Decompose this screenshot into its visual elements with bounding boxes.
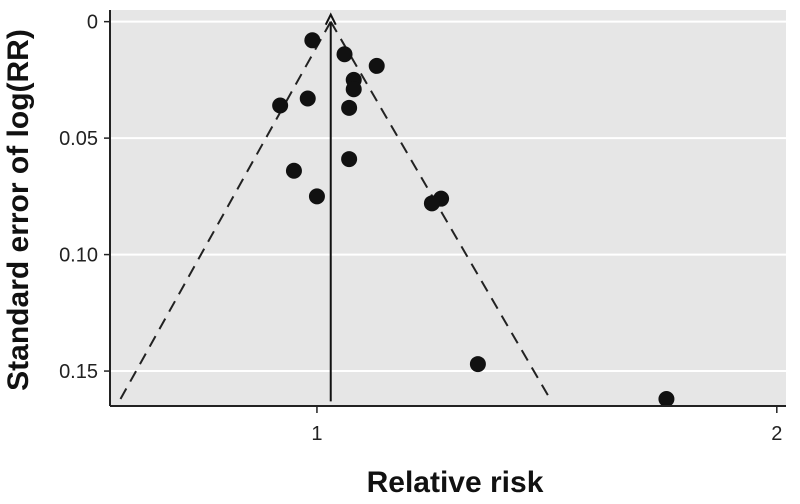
y-tick-label: 0 [87,12,98,34]
y-tick-label: 0.05 [59,128,98,150]
data-point [368,57,385,74]
x-tick-label: 1 [311,423,322,445]
reference-line-arrow [324,12,337,26]
x-axis-title: Relative risk [367,466,544,499]
y-tick-label: 0.10 [59,245,98,267]
funnel-lines [118,21,553,402]
x-tick-label: 2 [771,423,782,445]
data-point [299,90,316,107]
funnel-line [118,21,332,402]
data-point [345,81,362,98]
y-axis-title: Standard error of log(RR) [2,29,35,391]
data-point [336,46,353,63]
data-points [272,32,675,408]
data-point [341,151,358,168]
data-point [658,391,675,408]
data-point [308,188,325,205]
funnel-line [329,21,553,402]
y-tick-label: 0.15 [59,361,98,383]
plot-background [110,10,786,406]
reference-line-group [324,12,337,402]
data-point [285,162,302,179]
data-point [341,99,358,116]
data-point [272,97,289,114]
gridlines [110,20,786,373]
y-axis-ticks: 0 0.05 0.10 0.15 [59,12,110,383]
data-point [423,195,440,212]
data-point [304,32,321,49]
data-point [469,356,486,373]
